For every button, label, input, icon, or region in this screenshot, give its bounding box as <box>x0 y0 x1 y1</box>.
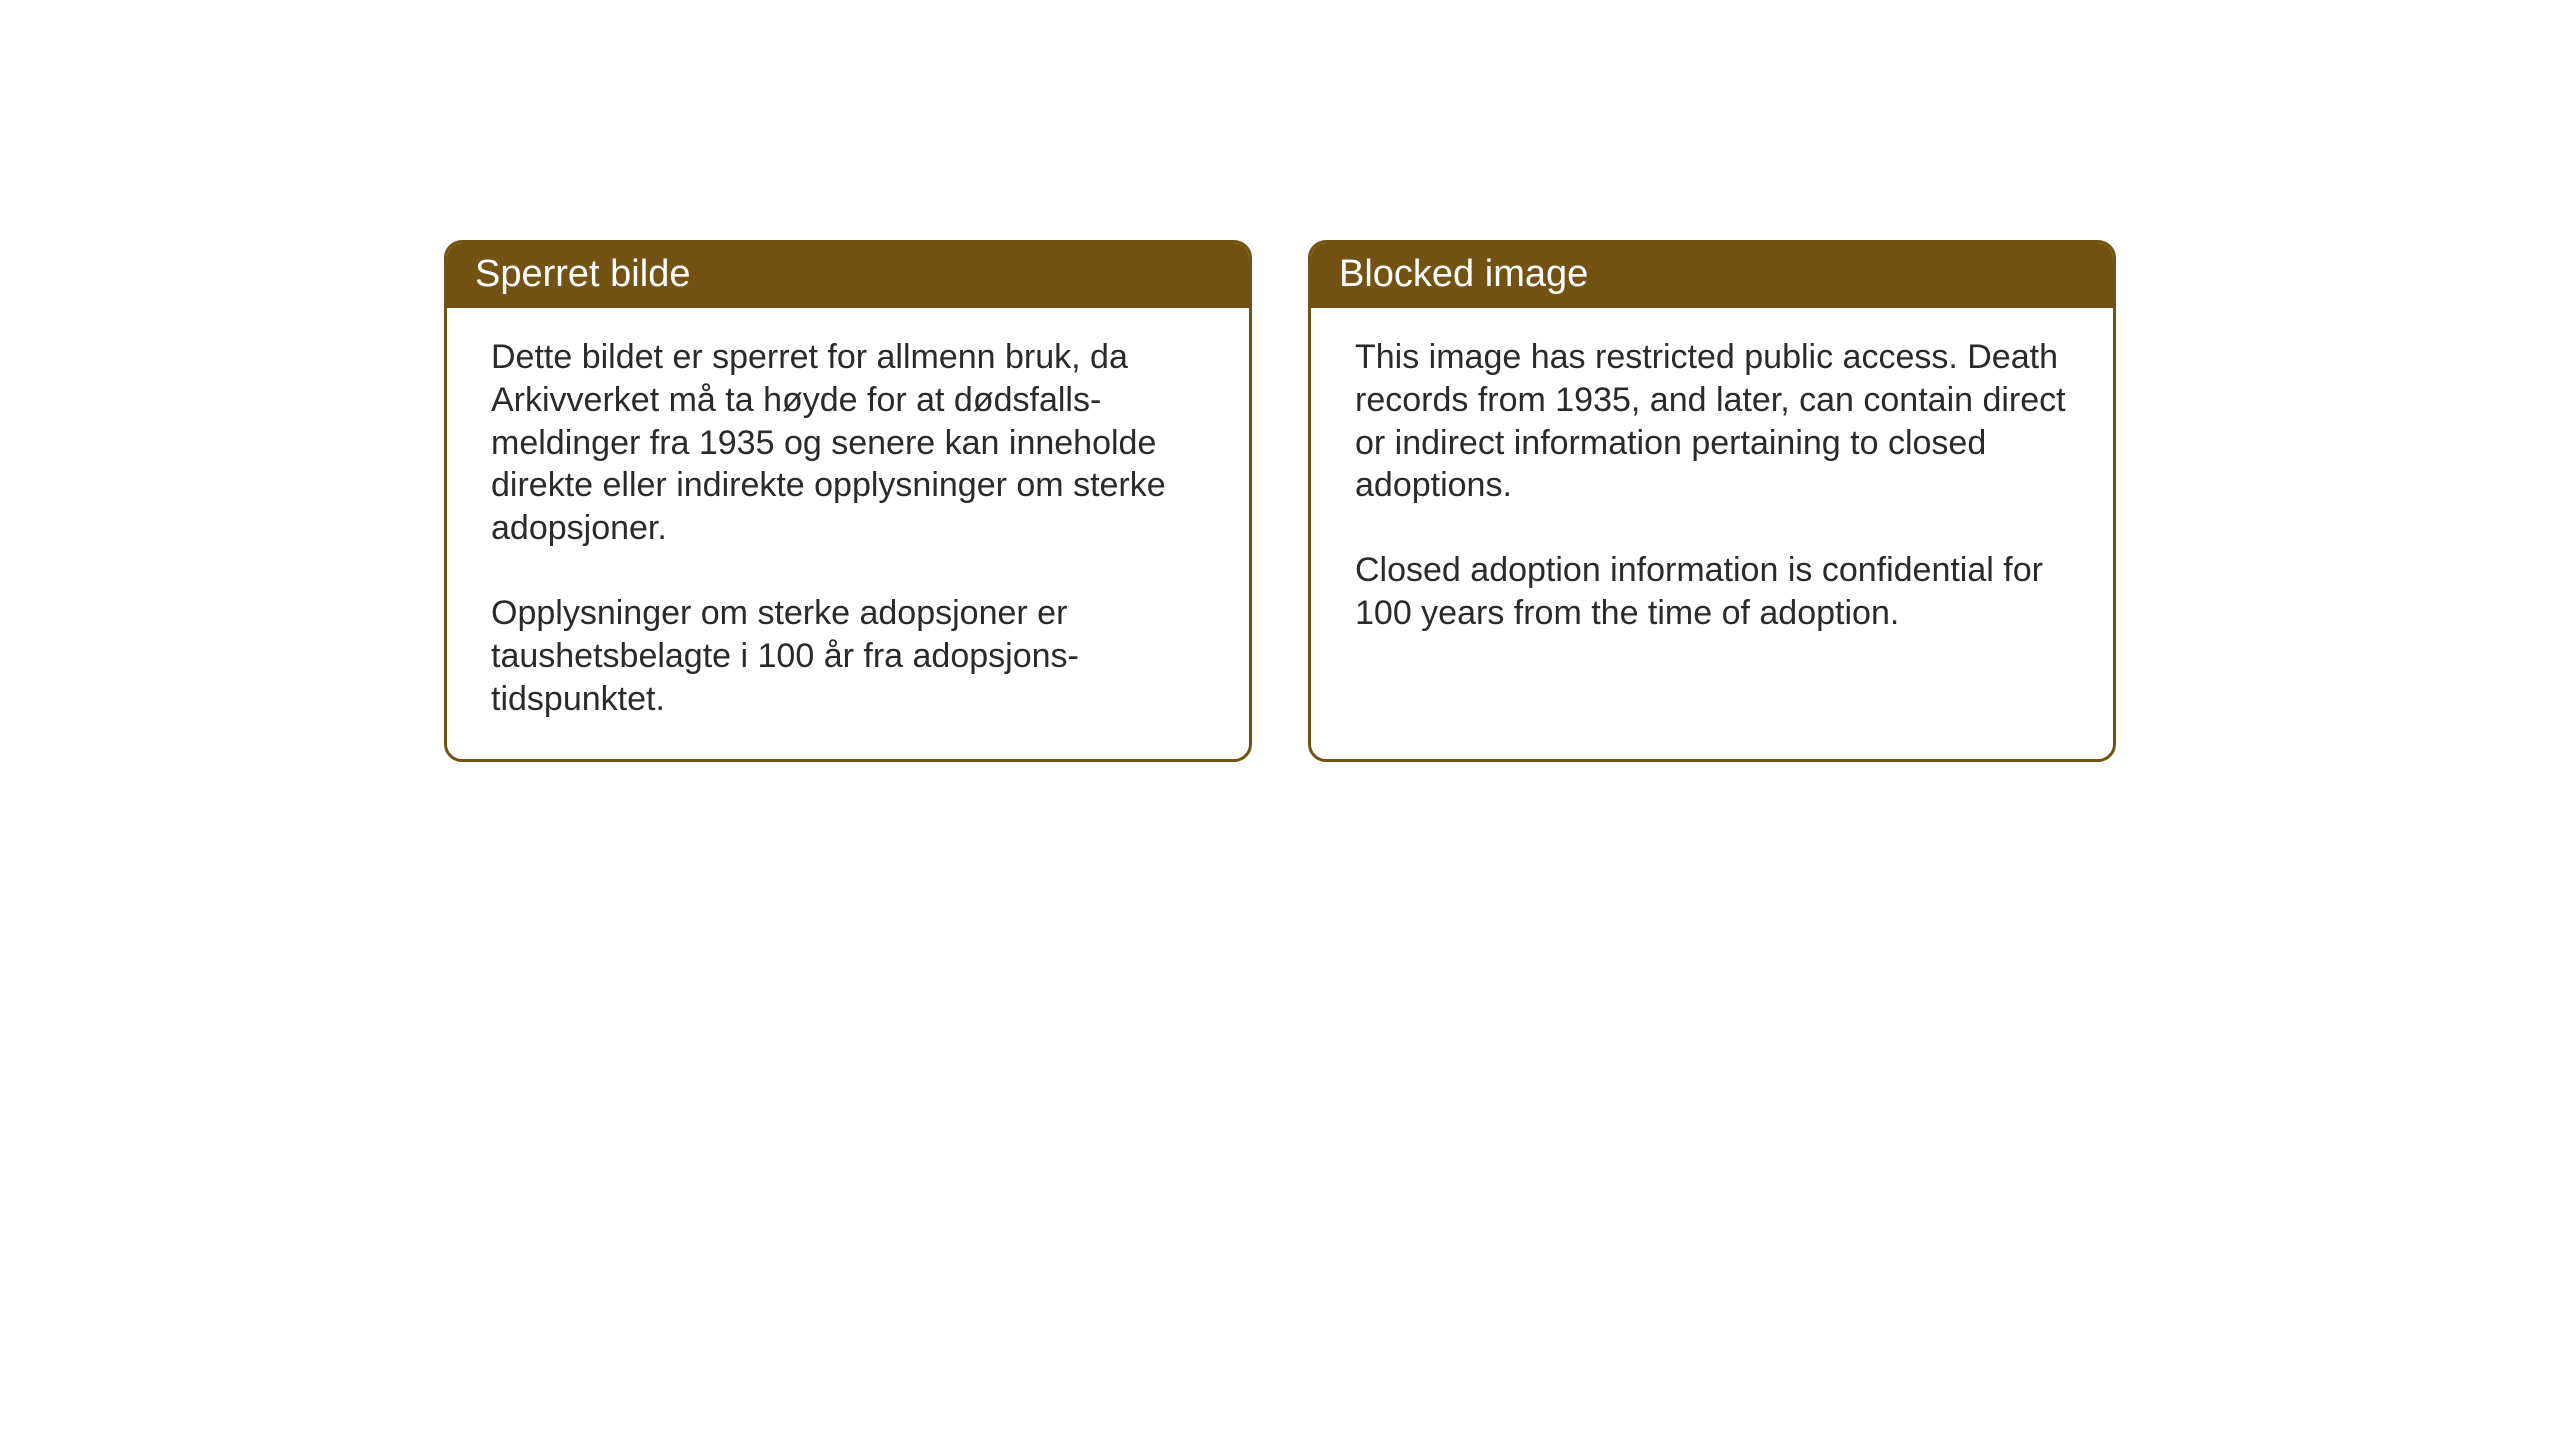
card-body-english: This image has restricted public access.… <box>1311 308 2113 740</box>
info-card-norwegian: Sperret bilde Dette bildet er sperret fo… <box>444 240 1252 762</box>
card-paragraph: Closed adoption information is confident… <box>1355 549 2069 635</box>
card-header-english: Blocked image <box>1311 243 2113 308</box>
cards-container: Sperret bilde Dette bildet er sperret fo… <box>444 240 2116 762</box>
card-title: Sperret bilde <box>475 253 690 295</box>
card-paragraph: This image has restricted public access.… <box>1355 336 2069 507</box>
card-title: Blocked image <box>1339 253 1588 295</box>
card-paragraph: Dette bildet er sperret for allmenn bruk… <box>491 336 1205 550</box>
card-paragraph: Opplysninger om sterke adopsjoner er tau… <box>491 592 1205 720</box>
card-header-norwegian: Sperret bilde <box>447 243 1249 308</box>
card-body-norwegian: Dette bildet er sperret for allmenn bruk… <box>447 308 1249 759</box>
info-card-english: Blocked image This image has restricted … <box>1308 240 2116 762</box>
